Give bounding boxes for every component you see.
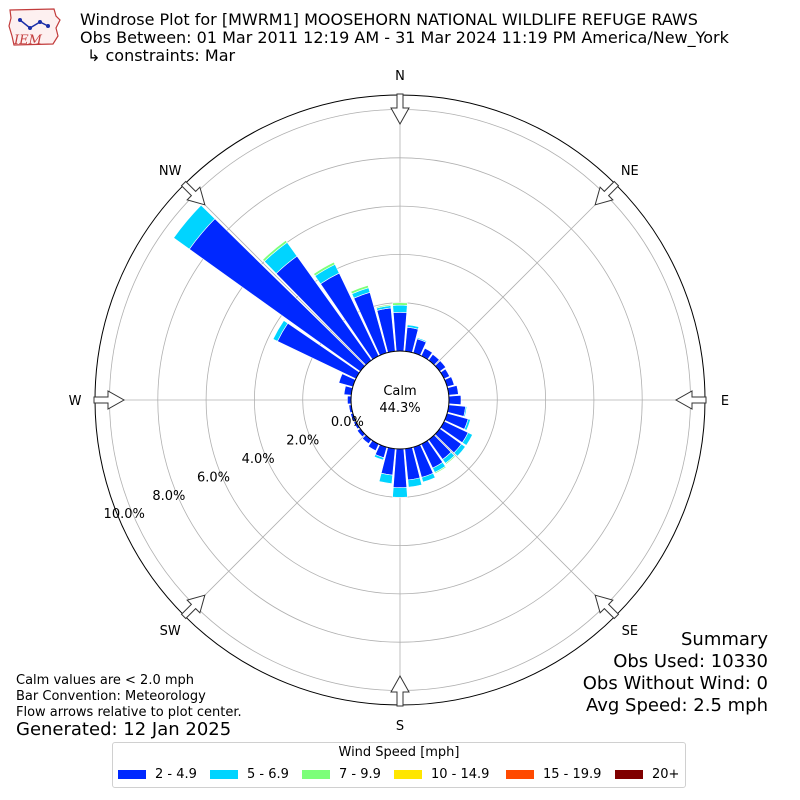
legend-swatch	[506, 770, 534, 779]
grid-ring	[157, 157, 643, 643]
wind-bar	[463, 406, 468, 418]
grid-spoke	[184, 184, 366, 366]
iowa-state-outline-icon: IEM	[8, 8, 61, 48]
flow-arrow-icon	[390, 674, 410, 707]
legend-label: 5 - 6.9	[247, 767, 289, 782]
legend-item: 5 - 6.9	[210, 767, 289, 782]
flow-note: Flow arrows relative to plot center.	[16, 705, 242, 720]
grid-spoke	[184, 434, 366, 616]
convention-note: Bar Convention: Meteorology	[16, 689, 206, 704]
wind-bar	[392, 304, 408, 313]
flow-arrow-icon	[180, 594, 206, 620]
grid-spoke	[434, 434, 616, 616]
wind-bar	[173, 204, 216, 250]
direction-label: W	[69, 394, 82, 409]
radial-tick-label: 4.0%	[242, 452, 275, 467]
wind-bar	[434, 465, 447, 474]
legend-swatch	[302, 770, 330, 779]
wind-bar	[407, 477, 423, 488]
legend: Wind Speed [mph] 2 - 4.9 5 - 6.9 7 - 9.9…	[112, 742, 686, 788]
wind-bar	[392, 487, 408, 498]
legend-swatch	[394, 770, 422, 779]
radial-tick-label: 2.0%	[286, 433, 319, 448]
direction-label: NE	[621, 164, 639, 179]
wind-bar	[350, 284, 370, 295]
direction-labels: N NE E SE S SW W NW	[69, 69, 730, 734]
generated-note: Generated: 12 Jan 2025	[16, 719, 232, 740]
calm-circle	[350, 350, 450, 450]
legend-label: 10 - 14.9	[431, 767, 490, 782]
logo-text: IEM	[13, 33, 43, 48]
legend-item: 20+	[615, 767, 679, 782]
calm-percent: 44.3%	[379, 401, 420, 416]
legend-swatch	[210, 770, 238, 779]
wind-bar	[421, 472, 436, 483]
title-line-3: ↳ constraints: Mar	[87, 46, 236, 65]
summary-avg-speed: Avg Speed: 2.5 mph	[586, 695, 768, 716]
wind-bar	[392, 448, 408, 488]
calm-note: Calm values are < 2.0 mph	[16, 673, 195, 688]
legend-item: 2 - 4.9	[118, 767, 197, 782]
legend-label: 7 - 9.9	[339, 767, 381, 782]
legend-label: 2 - 4.9	[155, 767, 197, 782]
radial-tick-label: 6.0%	[197, 470, 230, 485]
radial-tick-label: 8.0%	[152, 489, 185, 504]
grid-spoke	[434, 184, 616, 366]
legend-swatch	[615, 770, 643, 779]
direction-arrows	[93, 93, 707, 707]
calm-label: Calm	[383, 384, 416, 399]
legend-item: 10 - 14.9	[394, 767, 489, 782]
wind-bar	[416, 337, 428, 343]
wind-bar	[448, 394, 462, 406]
wind-bar	[262, 239, 288, 262]
grid-ring	[253, 253, 547, 547]
wind-bar	[406, 324, 420, 330]
flow-arrow-icon	[674, 390, 707, 410]
direction-label: N	[395, 69, 405, 84]
calm-center: Calm 44.3%	[350, 350, 450, 450]
iem-logo: IEM	[6, 6, 62, 50]
flow-arrow-icon	[93, 390, 126, 410]
wind-bar	[392, 312, 408, 352]
summary-obs-used: Obs Used: 10330	[613, 651, 768, 672]
legend-label: 15 - 19.9	[543, 767, 602, 782]
radial-tick-label: 10.0%	[104, 507, 145, 522]
grid-ring	[205, 205, 595, 595]
flow-arrow-icon	[180, 180, 206, 206]
direction-label: NW	[159, 164, 182, 179]
flow-arrow-icon	[390, 93, 410, 126]
wind-bar	[378, 472, 393, 484]
direction-label: S	[396, 719, 404, 734]
wind-bar	[313, 261, 336, 277]
wind-bar	[444, 455, 456, 465]
direction-label: SE	[622, 624, 638, 639]
title-line-1: Windrose Plot for [MWRM1] MOOSEHORN NATI…	[80, 10, 698, 29]
direction-label: SW	[160, 624, 181, 639]
wind-bar	[373, 454, 385, 461]
legend-swatch	[118, 770, 146, 779]
legend-item: 7 - 9.9	[302, 767, 381, 782]
wind-bar	[453, 443, 466, 457]
wind-bar	[461, 432, 473, 446]
summary-obs-without-wind: Obs Without Wind: 0	[582, 673, 768, 694]
wind-bar	[464, 418, 471, 431]
radial-tick-labels: 0.0% 2.0% 4.0% 6.0% 8.0% 10.0%	[104, 415, 364, 522]
wind-bar	[392, 302, 408, 306]
flow-arrow-icon	[594, 594, 620, 620]
radial-tick-label: 0.0%	[331, 415, 364, 430]
summary-heading: Summary	[681, 629, 768, 650]
wind-bar	[272, 320, 289, 342]
legend-label: 20+	[652, 767, 680, 782]
direction-label: E	[721, 394, 729, 409]
legend-title: Wind Speed [mph]	[338, 745, 460, 760]
legend-item: 15 - 19.9	[506, 767, 601, 782]
title-line-2: Obs Between: 01 Mar 2011 12:19 AM - 31 M…	[80, 28, 729, 47]
wind-bars	[173, 204, 473, 498]
flow-arrow-icon	[594, 180, 620, 206]
wind-bar	[375, 304, 392, 309]
